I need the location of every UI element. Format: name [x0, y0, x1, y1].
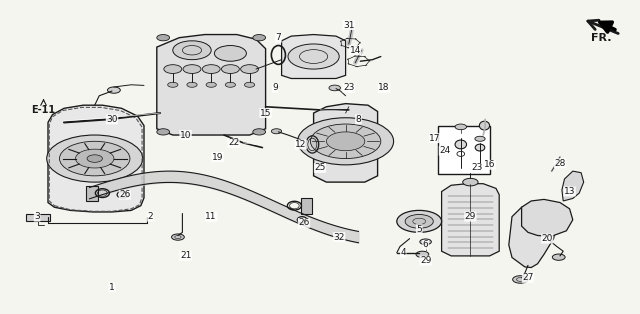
Polygon shape [562, 171, 584, 201]
Text: 13: 13 [564, 187, 575, 196]
Text: 26: 26 [119, 190, 131, 199]
Bar [86, 186, 98, 201]
Circle shape [244, 82, 255, 87]
Bar [301, 198, 312, 214]
Circle shape [455, 124, 467, 130]
Circle shape [225, 82, 236, 87]
Circle shape [60, 141, 130, 176]
Circle shape [241, 65, 259, 73]
Circle shape [513, 276, 528, 283]
Circle shape [173, 41, 211, 60]
Text: 1: 1 [109, 283, 115, 292]
Text: 14: 14 [349, 46, 361, 55]
Circle shape [475, 136, 485, 141]
Circle shape [326, 132, 365, 151]
Text: 17: 17 [429, 134, 441, 143]
Polygon shape [442, 184, 499, 256]
Bar [26, 214, 50, 221]
Text: 32: 32 [333, 233, 345, 241]
Text: 22: 22 [228, 138, 239, 147]
Circle shape [253, 129, 266, 135]
Text: 31: 31 [343, 21, 355, 30]
Text: 3: 3 [35, 212, 40, 221]
Text: 19: 19 [212, 153, 223, 161]
Circle shape [253, 35, 266, 41]
Text: 8: 8 [356, 115, 361, 124]
Text: 4: 4 [401, 248, 406, 257]
Text: E-11: E-11 [31, 105, 56, 115]
Circle shape [157, 35, 170, 41]
Ellipse shape [475, 144, 485, 151]
Circle shape [463, 178, 478, 186]
Circle shape [164, 65, 182, 73]
Text: 7: 7 [276, 33, 281, 42]
Circle shape [214, 46, 246, 61]
Circle shape [76, 149, 114, 168]
Circle shape [206, 82, 216, 87]
Circle shape [183, 65, 201, 73]
Text: 24: 24 [439, 146, 451, 155]
Bar [438, 126, 490, 174]
Polygon shape [509, 204, 557, 268]
Text: 10: 10 [180, 131, 191, 139]
Circle shape [108, 87, 120, 93]
Text: 16: 16 [484, 160, 495, 169]
Circle shape [405, 214, 433, 228]
Circle shape [552, 254, 565, 260]
Text: 23: 23 [343, 84, 355, 92]
Text: 29: 29 [465, 212, 476, 221]
Text: 29: 29 [420, 256, 431, 265]
Circle shape [168, 82, 178, 87]
Text: 21: 21 [180, 252, 191, 260]
Circle shape [310, 124, 381, 159]
Text: 26: 26 [298, 219, 310, 227]
Text: 5: 5 [417, 225, 422, 234]
Polygon shape [522, 199, 573, 236]
Ellipse shape [455, 140, 467, 149]
Ellipse shape [479, 121, 490, 130]
Circle shape [157, 129, 170, 135]
Text: FR.: FR. [591, 33, 612, 43]
Circle shape [187, 82, 197, 87]
Text: 28: 28 [554, 159, 566, 168]
Circle shape [298, 118, 394, 165]
Text: 2: 2 [148, 212, 153, 221]
Text: 25: 25 [314, 164, 326, 172]
Text: 23: 23 [471, 164, 483, 172]
Circle shape [329, 85, 340, 91]
Circle shape [87, 155, 102, 162]
Circle shape [288, 44, 339, 69]
Polygon shape [48, 105, 144, 212]
Text: 6: 6 [423, 241, 428, 249]
Text: 20: 20 [541, 234, 553, 243]
Circle shape [397, 210, 442, 232]
Text: 27: 27 [522, 273, 534, 282]
Text: 15: 15 [260, 109, 271, 117]
Circle shape [420, 239, 431, 245]
Circle shape [416, 251, 429, 257]
Text: 12: 12 [295, 140, 307, 149]
Text: 18: 18 [378, 84, 390, 92]
Text: 30: 30 [106, 115, 118, 124]
Circle shape [47, 135, 143, 182]
Text: 9: 9 [273, 84, 278, 92]
Circle shape [172, 234, 184, 240]
Circle shape [202, 65, 220, 73]
Circle shape [221, 65, 239, 73]
Text: 11: 11 [205, 212, 217, 221]
Circle shape [271, 129, 282, 134]
Polygon shape [314, 104, 378, 182]
Polygon shape [157, 35, 266, 135]
Polygon shape [282, 35, 346, 78]
